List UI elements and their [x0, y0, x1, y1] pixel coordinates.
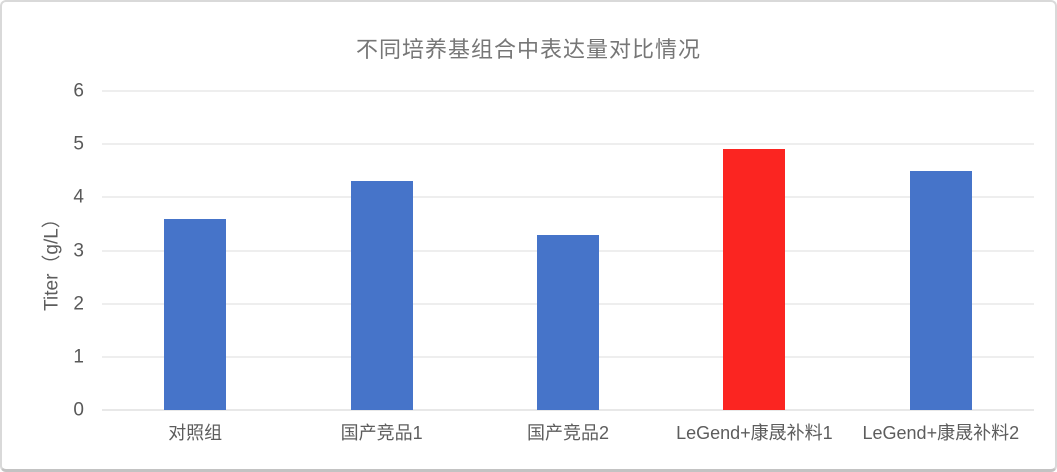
- bar-5: [909, 170, 972, 410]
- bar-4: [723, 149, 786, 410]
- x-axis-label-3: 国产竞品2: [526, 423, 610, 443]
- gridline-4: [102, 196, 1034, 198]
- gridline-6: [102, 90, 1034, 92]
- x-axis-label-4: LeGend+康晟补料1: [676, 423, 833, 443]
- chart-title: 不同培养基组合中表达量对比情况: [355, 37, 701, 62]
- y-tick-label-0: 0: [73, 399, 84, 421]
- x-axis-label-2: 国产竞品1: [340, 423, 423, 443]
- y-tick-label-3: 3: [73, 240, 84, 261]
- x-axis-label-5: LeGend+康晟补料2: [862, 423, 1020, 443]
- bar-2: [350, 181, 413, 410]
- plot-area: [102, 90, 1034, 411]
- gridline-0: [102, 409, 1034, 411]
- y-tick-label-2: 2: [73, 293, 84, 315]
- y-tick-label-6: 6: [73, 80, 84, 102]
- gridline-5: [102, 143, 1034, 145]
- bar-3: [537, 234, 599, 410]
- y-tick-label-1: 1: [73, 346, 84, 368]
- y-tick-label-5: 5: [73, 133, 84, 155]
- y-tick-label-4: 4: [73, 186, 84, 208]
- y-axis-tick-labels: 0 1 2 3 4 5 6: [2, 82, 84, 420]
- x-axis-label-1: 对照组: [168, 423, 223, 443]
- bar-1: [164, 218, 227, 410]
- x-axis-labels: 对照组 国产竞品1 国产竞品2 LeGend+康晟补料1 LeGend+康晟补料2: [102, 419, 1034, 445]
